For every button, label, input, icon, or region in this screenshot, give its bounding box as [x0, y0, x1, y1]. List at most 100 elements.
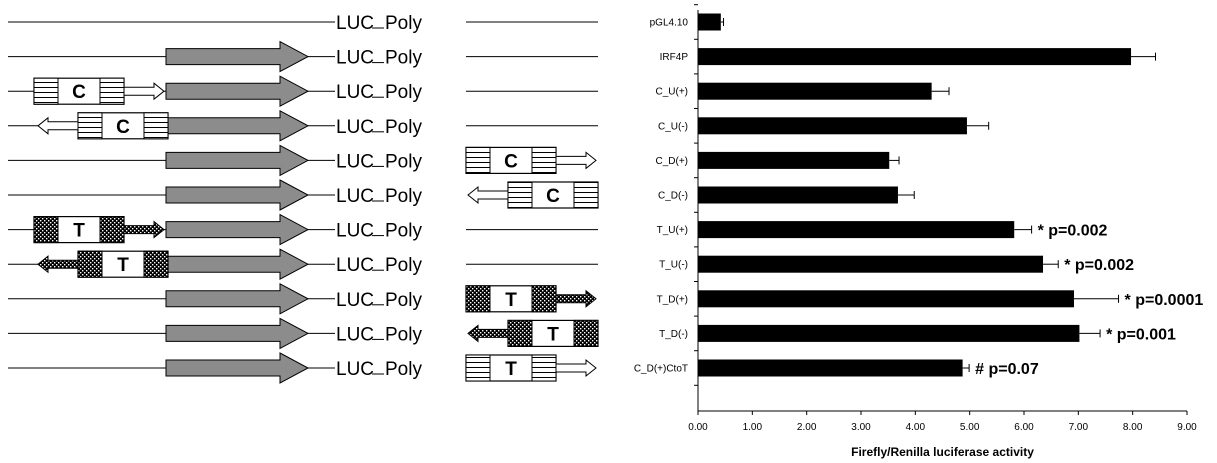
insert-flank-right	[99, 77, 125, 105]
insert-element: T	[37, 250, 169, 278]
luc-label: LUC	[336, 324, 374, 345]
insert-element: T	[467, 319, 599, 347]
bar	[698, 255, 1044, 273]
insert-element: C	[467, 181, 599, 209]
insert-flank-left	[465, 354, 491, 382]
insert-direction-arrow	[555, 151, 597, 170]
bar	[698, 186, 898, 204]
luc-label: LUC	[336, 290, 374, 311]
construct-row: LUC Poly	[8, 40, 598, 73]
insert-direction-arrow	[467, 185, 509, 205]
category-label: C_D(+)	[655, 156, 688, 167]
poly-label: Poly	[385, 117, 422, 138]
insert-flank-right	[573, 181, 599, 209]
construct-row: LUC Poly T	[8, 213, 598, 246]
insert-flank-left	[465, 285, 491, 313]
insert-direction-arrow	[123, 220, 165, 239]
insert-flank-right	[531, 285, 557, 313]
poly-label: Poly	[385, 82, 422, 103]
construct-row: LUC Poly C	[8, 144, 597, 177]
category-label: C_U(+)	[655, 87, 688, 98]
bar	[698, 48, 1132, 66]
construct-row: LUC Poly	[8, 13, 598, 34]
luc-label: LUC	[336, 48, 374, 69]
insert-direction-arrow	[37, 255, 79, 274]
allele-label: C	[504, 151, 518, 172]
insert-flank-left	[33, 216, 59, 244]
promoter-arrow	[165, 213, 310, 246]
significance-annotation: * p=0.001	[1106, 326, 1176, 343]
insert-direction-arrow	[123, 82, 165, 101]
bar	[698, 290, 1074, 308]
luc-label: LUC	[336, 117, 374, 138]
poly-label: Poly	[385, 255, 422, 276]
insert-flank-left	[507, 181, 533, 209]
x-tick-label: 5.00	[960, 422, 980, 433]
x-tick-label: 2.00	[797, 422, 817, 433]
allele-label: C	[116, 117, 130, 138]
significance-annotation: * p=0.0001	[1125, 292, 1204, 309]
allele-label: T	[547, 324, 559, 345]
insert-flank-left	[77, 250, 103, 278]
insert-flank-left	[33, 77, 59, 105]
category-label: T_D(+)	[657, 294, 688, 305]
insert-flank-right	[143, 250, 169, 278]
x-tick-label: 9.00	[1177, 422, 1197, 433]
promoter-arrow	[165, 109, 310, 142]
category-label: T_D(-)	[659, 329, 688, 340]
poly-label: Poly	[385, 186, 422, 207]
promoter-arrow	[165, 179, 310, 211]
luc-label: LUC	[336, 186, 374, 207]
poly-label: Poly	[385, 359, 422, 380]
bar	[698, 221, 1015, 239]
x-tick-label: 4.00	[906, 422, 926, 433]
insert-element: T	[33, 216, 165, 244]
poly-label: Poly	[385, 324, 422, 345]
insert-direction-arrow	[467, 324, 509, 343]
luc-label: LUC	[336, 82, 374, 103]
significance-annotation: * p=0.002	[1038, 223, 1108, 240]
promoter-arrow	[165, 317, 310, 350]
allele-label: T	[505, 290, 517, 311]
category-label: pGL4.10	[650, 18, 689, 29]
category-label: T_U(+)	[657, 225, 688, 236]
insert-element: C	[37, 112, 169, 140]
category-label: C_U(-)	[658, 121, 688, 132]
x-tick-label: 0.00	[688, 422, 708, 433]
construct-row: LUC Poly T	[8, 352, 597, 384]
construct-row: LUC Poly T	[8, 282, 597, 315]
bar	[698, 82, 932, 100]
luc-label: LUC	[336, 151, 374, 172]
category-label: IRF4P	[660, 52, 689, 63]
promoter-arrow	[165, 352, 310, 384]
bar	[698, 13, 721, 31]
x-tick-label: 1.00	[743, 422, 763, 433]
construct-row: LUC Poly C	[8, 75, 598, 108]
insert-element: C	[33, 77, 165, 105]
insert-direction-arrow	[37, 116, 79, 135]
x-tick-label: 8.00	[1123, 422, 1143, 433]
bar-chart: 0.00 1.00 2.00 3.00 4.00 5.00 6.00 7.00 8.00 9.00…	[634, 4, 1204, 459]
promoter-arrow	[165, 40, 310, 73]
insert-flank-right	[143, 112, 169, 140]
promoter-arrow	[165, 75, 310, 108]
construct-row: LUC Poly T	[8, 317, 599, 350]
insert-flank-right	[573, 319, 599, 347]
promoter-arrow	[165, 282, 310, 315]
x-tick-label: 6.00	[1014, 422, 1034, 433]
allele-label: T	[117, 255, 129, 276]
insert-direction-arrow	[555, 289, 597, 308]
poly-label: Poly	[385, 151, 422, 172]
insert-flank-right	[531, 354, 557, 382]
luc-label: LUC	[336, 255, 374, 276]
bar	[698, 151, 890, 169]
x-axis-title: Firefly/Renilla luciferase activity	[851, 445, 1034, 459]
construct-row: LUC Poly T	[8, 248, 598, 281]
luc-label: LUC	[336, 13, 374, 34]
promoter-arrow	[165, 248, 310, 281]
luc-label: LUC	[336, 359, 374, 380]
category-label: T_U(-)	[659, 260, 688, 271]
allele-label: T	[73, 221, 85, 242]
insert-flank-left	[507, 319, 533, 347]
